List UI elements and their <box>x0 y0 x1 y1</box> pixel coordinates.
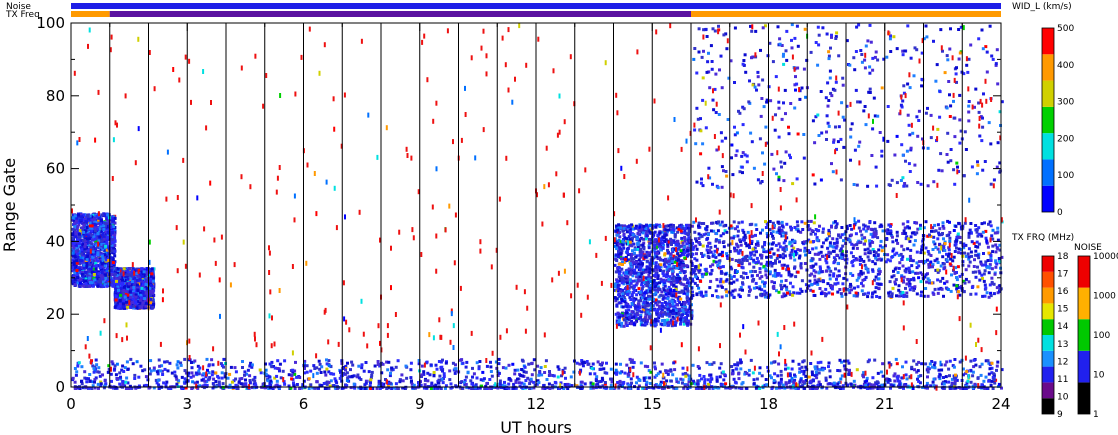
width-colorbar: WID_L (km/s) 0 100 200 300 400 500 <box>1012 2 1074 218</box>
x-tick-label: 12 <box>526 395 545 413</box>
colorbar-tick-label: 13 <box>1057 340 1068 350</box>
colorbar-segment <box>1042 303 1054 320</box>
x-tick-label: 15 <box>643 395 662 413</box>
echo-region <box>691 219 1004 299</box>
status-strips: Noise TX Freq <box>5 2 1001 20</box>
y-tick-label: 80 <box>46 87 65 105</box>
colorbar-tick-label: 11 <box>1057 375 1068 385</box>
x-axis-label: UT hours <box>500 418 572 435</box>
colorbar-tick-label: 200 <box>1057 134 1074 144</box>
colorbar-tick-label: 9 <box>1057 410 1063 420</box>
y-tick-label: 60 <box>46 160 65 178</box>
colorbar-tick-label: 10000 <box>1093 252 1118 262</box>
colorbar-segment <box>1078 287 1090 320</box>
plot-area: 0 3 6 9 12 15 18 21 24 0 20 40 60 80 100 <box>36 14 1010 413</box>
x-tick-label: 9 <box>415 395 425 413</box>
colorbar-tick-label: 14 <box>1057 322 1069 332</box>
colorbar-segment <box>1042 185 1054 212</box>
txfreq-strip-label: TX Freq <box>5 10 40 20</box>
txfreq-strip-segment <box>691 11 1001 17</box>
x-tick-label: 18 <box>759 395 778 413</box>
colorbar-tick-label: 16 <box>1057 287 1069 297</box>
colorbar-segment <box>1042 159 1054 186</box>
noise-colorbar: NOISE 1 10 100 1000 10000 <box>1074 243 1118 420</box>
colorbar-segment <box>1042 335 1054 351</box>
colorbar-segment <box>1078 256 1090 288</box>
colorbar-segment <box>1042 382 1054 399</box>
colorbar-tick-label: 1 <box>1093 410 1099 420</box>
colorbar-tick-label: 100 <box>1093 331 1110 341</box>
colorbar-segment <box>1042 398 1054 414</box>
colorbar-segment <box>1042 319 1054 335</box>
echo-layer <box>71 23 1004 391</box>
colorbar-tick-label: 0 <box>1057 208 1063 218</box>
colorbar-tick-label: 300 <box>1057 98 1074 108</box>
width-colorbar-title: WID_L (km/s) <box>1012 2 1072 12</box>
txfreq-strip-segment <box>71 11 110 17</box>
txfreq-strip <box>71 11 1001 17</box>
colorbar-tick-label: 500 <box>1057 24 1074 34</box>
echo-region <box>692 23 1004 190</box>
colorbar-segment <box>1042 271 1054 288</box>
colorbar-segment <box>1042 350 1054 367</box>
colorbar-tick-label: 12 <box>1057 357 1068 367</box>
noise-colorbar-title: NOISE <box>1074 243 1102 253</box>
colorbar-segment <box>1042 106 1054 134</box>
y-axis: 0 20 40 60 80 100 <box>36 14 1001 396</box>
x-tick-label: 21 <box>875 395 894 413</box>
colorbar-segment <box>1042 80 1054 107</box>
colorbar-segment <box>1042 133 1054 160</box>
txfreq-colorbar: TX FRQ (MHz) 9 10 11 12 13 14 15 16 17 18 <box>1011 233 1074 420</box>
colorbar-segment <box>1042 287 1054 304</box>
y-tick-label: 40 <box>46 232 65 250</box>
y-tick-label: 0 <box>55 378 65 396</box>
noise-strip-label: Noise <box>6 2 31 12</box>
colorbar-tick-label: 10 <box>1057 392 1069 402</box>
echo-region <box>71 212 117 289</box>
colorbar-tick-label: 15 <box>1057 305 1068 315</box>
colorbar-tick-label: 100 <box>1057 171 1074 181</box>
y-tick-label: 100 <box>36 14 65 32</box>
x-tick-label: 3 <box>182 395 192 413</box>
x-tick-label: 24 <box>991 395 1010 413</box>
colorbar-segment <box>1042 366 1054 383</box>
x-tick-label: 6 <box>299 395 309 413</box>
y-axis-label: Range Gate <box>0 158 19 252</box>
scan-boundaries <box>109 23 963 387</box>
txfreq-colorbar-title: TX FRQ (MHz) <box>1011 233 1074 243</box>
colorbar-segment <box>1078 319 1090 351</box>
colorbar-segment <box>1078 382 1090 414</box>
x-tick-label: 0 <box>66 395 76 413</box>
x-axis: 0 3 6 9 12 15 18 21 24 <box>66 23 1011 413</box>
y-tick-label: 20 <box>46 305 65 323</box>
colorbar-tick-label: 18 <box>1057 252 1069 262</box>
colorbar-segment <box>1042 28 1054 55</box>
colorbar-segment <box>1042 54 1054 81</box>
colorbar-tick-label: 17 <box>1057 270 1068 280</box>
colorbar-segment <box>1042 256 1054 272</box>
noise-strip <box>71 3 1001 9</box>
colorbar-tick-label: 10 <box>1093 371 1105 381</box>
txfreq-strip-segment <box>109 11 691 17</box>
colorbar-tick-label: 1000 <box>1093 292 1116 302</box>
colorbar-tick-label: 400 <box>1057 61 1074 71</box>
colorbar-segment <box>1078 350 1090 383</box>
sparse-echoes <box>71 23 1003 391</box>
